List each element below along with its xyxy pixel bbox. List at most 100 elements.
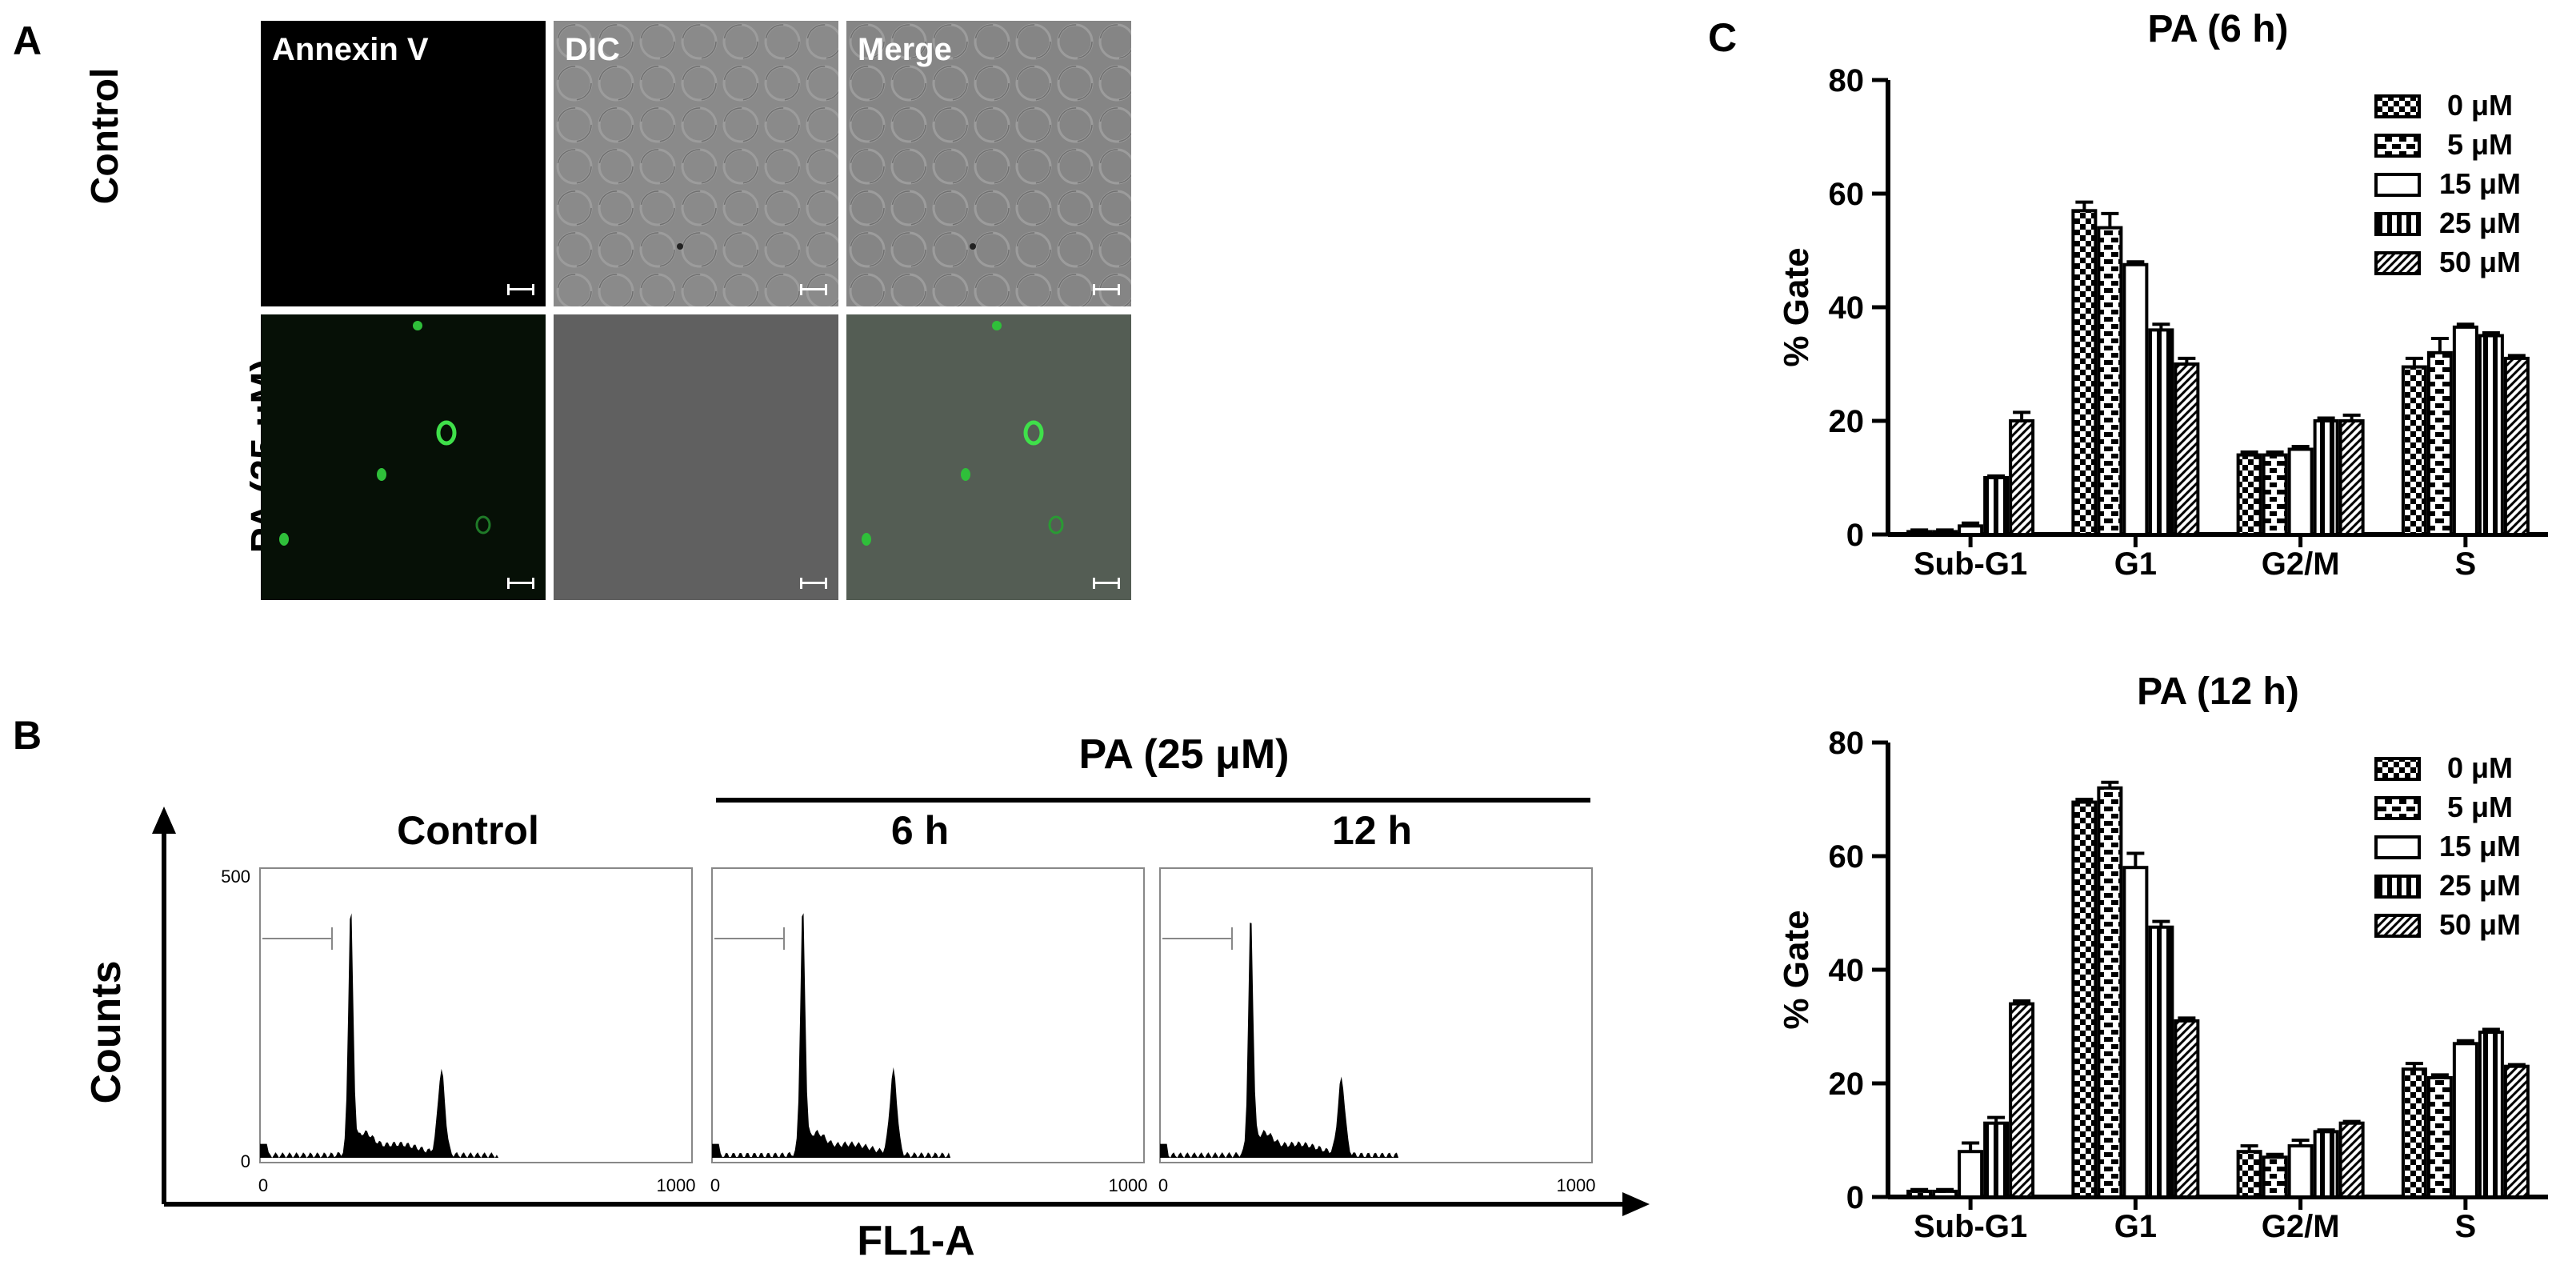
bar <box>2313 419 2339 536</box>
flow-histogram-1: 0 1000 <box>710 867 1148 1195</box>
micro-control-merge: Merge <box>846 21 1131 306</box>
bar <box>2401 1067 2427 1199</box>
counts-arrow-icon <box>152 807 176 834</box>
x-tick-1000: 1000 <box>657 1175 696 1195</box>
legend-label: 0 μM <box>2447 89 2513 122</box>
legend-label: 50 μM <box>2439 246 2521 278</box>
legend-label: 0 μM <box>2447 751 2513 784</box>
x-category-label: Sub-G1 <box>1914 546 2027 582</box>
bar <box>2503 356 2530 536</box>
legend-label: 25 μM <box>2439 206 2521 239</box>
column-label-annexin: Annexin V <box>272 32 429 67</box>
bar <box>2122 866 2149 1199</box>
scale-bar <box>1093 578 1120 589</box>
y-tick-label: 20 <box>1829 404 1865 439</box>
histogram-frame <box>1159 867 1593 1163</box>
x-tick-0: 0 <box>258 1175 268 1195</box>
bar <box>2287 447 2314 536</box>
x-category-label: S <box>2455 1209 2477 1244</box>
chart-title: PA (12 h) <box>2137 671 2299 713</box>
x-tick-1000: 1000 <box>1109 1175 1148 1195</box>
bar <box>2338 1121 2365 1199</box>
micro-pa-merge <box>846 314 1131 600</box>
flow-histogram-0: 500 00 1000 <box>221 867 695 1195</box>
legend-swatch <box>2374 875 2421 899</box>
histogram-title-6h: 6 h <box>891 808 949 853</box>
y-tick-label: 60 <box>1829 177 1865 212</box>
bar <box>2009 419 2035 536</box>
x-tick-0: 0 <box>1158 1175 1168 1195</box>
y-tick-label: 40 <box>1829 953 1865 988</box>
bar <box>1906 530 1933 537</box>
flow-histogram-2: 0 1000 <box>1158 867 1595 1195</box>
panel-b-letter: B <box>13 713 42 758</box>
legend-label: 25 μM <box>2439 869 2521 902</box>
bar <box>1958 1150 1984 1199</box>
annexin-fluorescence <box>279 321 491 546</box>
x-category-label: Sub-G1 <box>1914 1209 2027 1244</box>
x-tick-0: 0 <box>710 1175 720 1195</box>
fl1-arrow-icon <box>1622 1192 1650 1216</box>
bar <box>2097 786 2123 1199</box>
column-label-dic: DIC <box>565 32 620 67</box>
histogram-frame <box>259 867 693 1163</box>
merge-fluorescence <box>862 321 1064 546</box>
panel-a-letter: A <box>13 18 42 63</box>
scale-bar <box>800 578 827 589</box>
micro-pa-annexin <box>261 314 546 600</box>
bar <box>2148 925 2174 1199</box>
y-tick-500: 500 <box>221 867 250 887</box>
bar <box>2478 334 2504 536</box>
x-category-label: G2/M <box>2262 546 2340 582</box>
bar <box>2071 209 2098 536</box>
bar <box>2452 1042 2478 1199</box>
y-tick-label: 80 <box>1829 63 1865 98</box>
bar <box>2426 350 2453 536</box>
bar <box>2236 1150 2262 1199</box>
pa-group-label: PA (25 μM) <box>1079 731 1290 778</box>
legend-label: 5 μM <box>2447 791 2513 823</box>
bar <box>2122 262 2149 536</box>
legend-swatch <box>2374 796 2421 820</box>
bar <box>1932 1189 1958 1199</box>
x-category-label: G1 <box>2114 1209 2157 1244</box>
counts-label: Counts <box>83 960 130 1103</box>
bar <box>2262 1155 2288 1199</box>
legend-swatch <box>2374 173 2421 197</box>
x-category-label: S <box>2455 546 2477 582</box>
bar <box>2401 365 2427 536</box>
legend-swatch <box>2374 757 2421 781</box>
bar <box>2071 800 2098 1199</box>
y-tick-0: 0 <box>241 1151 250 1171</box>
legend-label: 50 μM <box>2439 908 2521 941</box>
bar <box>2452 325 2478 536</box>
bar <box>2478 1031 2504 1199</box>
micro-pa-dic <box>554 314 838 600</box>
bar <box>1958 524 1984 536</box>
panel-c-bar-charts: PA (6 h) % Gate 0 20 40 60 80 Sub-G1 G1 G2/M S 0 μM… <box>1777 8 2548 1244</box>
y-tick-label: 20 <box>1829 1067 1865 1102</box>
legend-label: 15 μM <box>2439 830 2521 863</box>
legend-swatch <box>2374 914 2421 938</box>
y-tick-label: 40 <box>1829 290 1865 326</box>
legend-label: 5 μM <box>2447 128 2513 161</box>
bar <box>2426 1075 2453 1199</box>
bar <box>2236 453 2262 536</box>
histogram-frame <box>711 867 1145 1163</box>
y-axis-label: % Gate <box>1777 910 1816 1029</box>
y-tick-label: 0 <box>1846 1180 1864 1215</box>
bar <box>2097 226 2123 536</box>
bar <box>2174 1019 2200 1199</box>
scale-bar <box>800 284 827 295</box>
histogram-title-12h: 12 h <box>1332 808 1412 853</box>
legend-swatch <box>2374 134 2421 158</box>
x-category-label: G2/M <box>2262 1209 2340 1244</box>
micro-control-annexin: Annexin V <box>261 21 546 306</box>
legend-swatch <box>2374 212 2421 236</box>
merge-cells-texture <box>846 21 1131 306</box>
legend-label: 15 μM <box>2439 167 2521 200</box>
dic-cells-texture <box>554 21 838 306</box>
y-axis-label: % Gate <box>1777 247 1816 366</box>
bar <box>1983 476 2010 536</box>
panel-c-letter: C <box>1708 15 1738 60</box>
